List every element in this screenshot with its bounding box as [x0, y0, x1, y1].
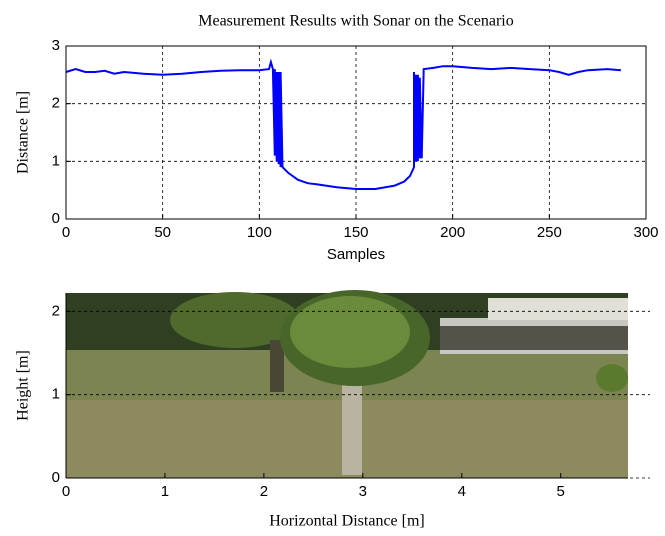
x-tick-label: 100 [247, 224, 272, 241]
x-tick-label: 200 [440, 224, 465, 241]
x-tick-label: 0 [62, 224, 70, 241]
data-line [65, 58, 621, 190]
x-axis-label: Samples [327, 246, 385, 263]
x-axis-label: Horizontal Distance [m] [269, 513, 425, 530]
chart-title: Measurement Results with Sonar on the Sc… [198, 13, 514, 30]
x-tick-label: 1 [161, 483, 169, 500]
x-tick-label: 50 [154, 224, 171, 241]
x-tick-label: 250 [537, 224, 562, 241]
y-tick-label: 3 [52, 37, 60, 54]
x-tick-label: 5 [557, 483, 565, 500]
y-tick-label: 1 [52, 386, 60, 403]
y-axis-label: Height [m] [15, 350, 32, 421]
y-axis-label: Distance [m] [15, 91, 32, 174]
x-tick-label: 3 [359, 483, 367, 500]
y-tick-label: 0 [52, 210, 60, 227]
y-tick-label: 1 [52, 152, 60, 169]
x-tick-label: 4 [458, 483, 466, 500]
y-tick-label: 2 [52, 95, 60, 112]
y-tick-label: 0 [52, 469, 60, 486]
axes-frame [65, 45, 647, 220]
photo [66, 290, 628, 478]
x-tick-label: 2 [260, 483, 268, 500]
y-tick-label: 2 [52, 302, 60, 319]
x-tick-label: 150 [343, 224, 368, 241]
x-tick-label: 0 [62, 483, 70, 500]
x-tick-label: 300 [633, 224, 658, 241]
